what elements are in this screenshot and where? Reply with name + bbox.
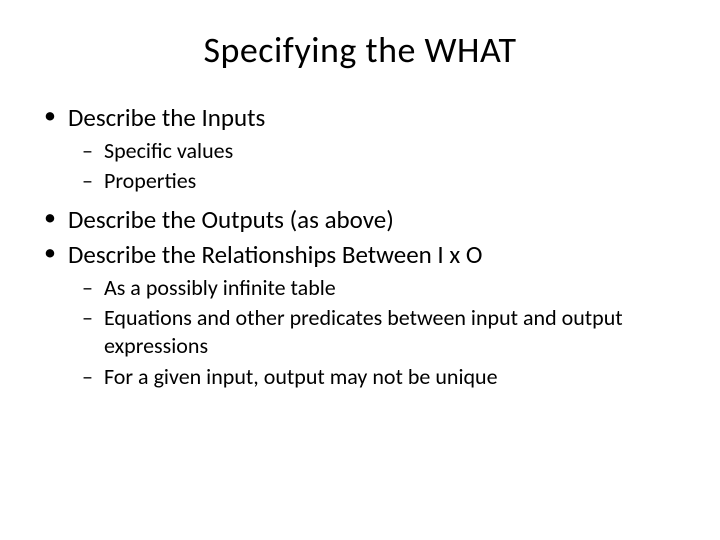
bullet-level2: Equations and other predicates between i… [40, 304, 690, 360]
bullet-list: Describe the Inputs Specific values Prop… [40, 102, 690, 391]
bullet-level2: Properties [40, 167, 690, 195]
bullet-level1: Describe the Relationships Between I x O [40, 239, 690, 270]
slide-content: Describe the Inputs Specific values Prop… [30, 102, 690, 391]
bullet-level1: Describe the Inputs [40, 102, 690, 133]
slide-title: Specifying the WHAT [30, 28, 690, 72]
bullet-level1: Describe the Outputs (as above) [40, 204, 690, 235]
sub-bullet-list: As a possibly infinite table Equations a… [40, 274, 690, 391]
slide-container: Specifying the WHAT Describe the Inputs … [0, 0, 720, 540]
sub-bullet-list: Specific values Properties [40, 137, 690, 195]
bullet-level2: For a given input, output may not be uni… [40, 363, 690, 391]
bullet-level2: Specific values [40, 137, 690, 165]
bullet-level2: As a possibly infinite table [40, 274, 690, 302]
